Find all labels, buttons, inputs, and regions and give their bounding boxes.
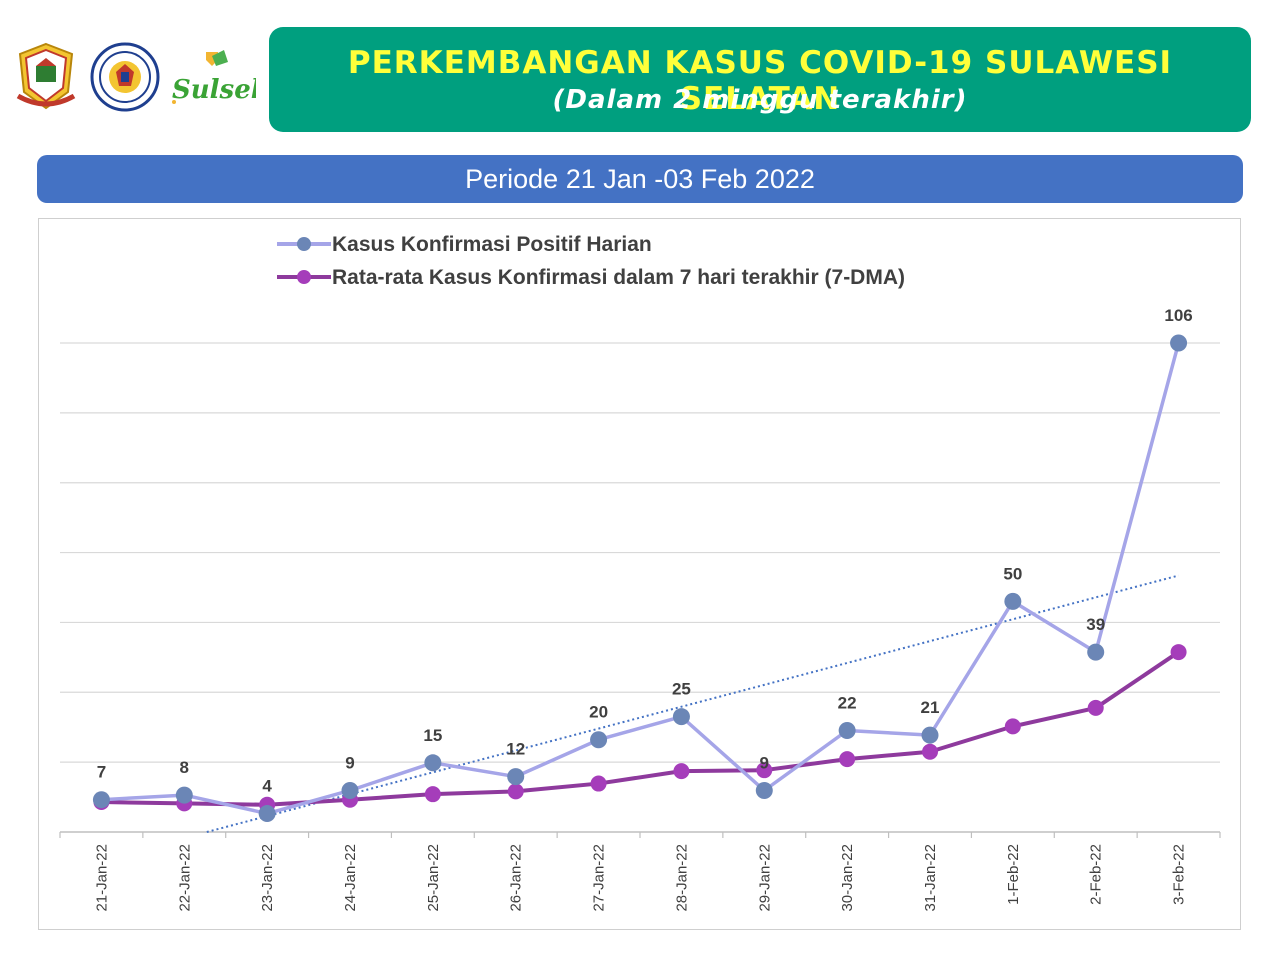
chart-frame bbox=[38, 218, 1241, 930]
x-tick-label: 25-Jan-22 bbox=[425, 844, 442, 912]
data-label: 106 bbox=[1164, 306, 1192, 325]
legend-avg-label: Rata-rata Kasus Konfirmasi dalam 7 hari … bbox=[332, 266, 905, 289]
series-daily-point bbox=[175, 786, 193, 804]
x-tick-label: 1-Feb-22 bbox=[1005, 844, 1022, 905]
series-daily-point bbox=[92, 791, 110, 809]
series-avg-point bbox=[590, 775, 607, 792]
x-tick-label: 22-Jan-22 bbox=[176, 844, 193, 912]
series-avg-line bbox=[101, 650, 1180, 807]
satgas-covid19-seal-icon bbox=[90, 42, 160, 112]
x-tick-label: 28-Jan-22 bbox=[673, 844, 690, 912]
data-label: 50 bbox=[1003, 564, 1022, 583]
data-labels: 7 8 4 9 15 12 20 25 9 22 21 50 39 106 bbox=[97, 306, 1193, 796]
series-daily-point bbox=[590, 731, 608, 749]
data-label: 39 bbox=[1086, 615, 1105, 634]
series-daily-point bbox=[1170, 334, 1188, 352]
data-label: 15 bbox=[423, 726, 442, 745]
series-daily-point bbox=[341, 781, 359, 799]
x-tick-label: 2-Feb-22 bbox=[1088, 844, 1105, 905]
series-avg-point bbox=[1087, 699, 1104, 716]
grid-lines bbox=[59, 342, 1221, 838]
x-tick-label: 21-Jan-22 bbox=[93, 844, 110, 912]
logo-group: Sulsel bbox=[12, 36, 257, 116]
series-group bbox=[92, 334, 1188, 823]
series-daily-point bbox=[921, 726, 939, 744]
legend-daily-label: Kasus Konfirmasi Positif Harian bbox=[332, 233, 652, 256]
data-label: 7 bbox=[97, 763, 106, 782]
series-daily-point bbox=[838, 722, 856, 740]
svg-text:Sulsel: Sulsel bbox=[172, 75, 256, 105]
legend: Kasus Konfirmasi Positif Harian Rata-rat… bbox=[277, 233, 905, 289]
x-axis-ticks: 21-Jan-22 22-Jan-22 23-Jan-22 24-Jan-22 25-J… bbox=[93, 844, 1187, 912]
series-avg-point bbox=[424, 786, 441, 803]
series-daily-point bbox=[1004, 592, 1022, 610]
x-tick-label: 27-Jan-22 bbox=[591, 844, 608, 912]
x-tick-label: 29-Jan-22 bbox=[756, 844, 773, 912]
data-label: 9 bbox=[345, 753, 354, 772]
data-label: 21 bbox=[921, 698, 940, 717]
series-daily-point bbox=[755, 781, 773, 799]
page-title: PERKEMBANGAN KASUS COVID-19 SULAWESI SEL… bbox=[347, 45, 1173, 117]
data-label: 22 bbox=[838, 694, 857, 713]
series-avg-point bbox=[922, 743, 938, 760]
series-daily-point bbox=[672, 708, 690, 726]
series-daily-point bbox=[1087, 643, 1105, 661]
period-banner: Periode 21 Jan -03 Feb 2022 bbox=[37, 155, 1243, 203]
sulsel-logo-icon: Sulsel bbox=[172, 50, 256, 105]
data-label: 4 bbox=[262, 777, 272, 796]
x-tick-label: 30-Jan-22 bbox=[839, 844, 856, 912]
series-avg-point bbox=[839, 751, 856, 768]
title-banner: PERKEMBANGAN KASUS COVID-19 SULAWESI SEL… bbox=[269, 27, 1251, 132]
series-avg-point bbox=[1004, 718, 1021, 735]
data-label: 12 bbox=[506, 740, 525, 759]
series-daily-line bbox=[101, 342, 1181, 816]
page-subtitle: (Dalam 2 minggu terakhir) bbox=[552, 85, 968, 115]
x-tick-label: 23-Jan-22 bbox=[259, 844, 276, 912]
data-label: 9 bbox=[760, 753, 769, 772]
x-tick-label: 31-Jan-22 bbox=[922, 844, 939, 912]
data-label: 20 bbox=[589, 703, 608, 722]
series-avg-point bbox=[756, 762, 773, 779]
provincial-coat-of-arms-icon bbox=[16, 42, 76, 110]
data-label: 25 bbox=[672, 680, 691, 699]
series-avg-point bbox=[673, 763, 690, 780]
series-daily-point bbox=[424, 754, 442, 772]
series-daily-point bbox=[507, 768, 525, 786]
legend-daily-marker bbox=[297, 237, 311, 251]
series-avg-point bbox=[507, 783, 524, 800]
data-label: 8 bbox=[180, 758, 189, 777]
x-tick-label: 24-Jan-22 bbox=[342, 844, 359, 912]
legend-avg-marker bbox=[297, 270, 311, 284]
x-tick-label: 3-Feb-22 bbox=[1171, 844, 1188, 905]
x-tick-label: 26-Jan-22 bbox=[508, 844, 525, 912]
series-daily-point bbox=[258, 805, 276, 823]
series-avg-point bbox=[1170, 644, 1187, 661]
